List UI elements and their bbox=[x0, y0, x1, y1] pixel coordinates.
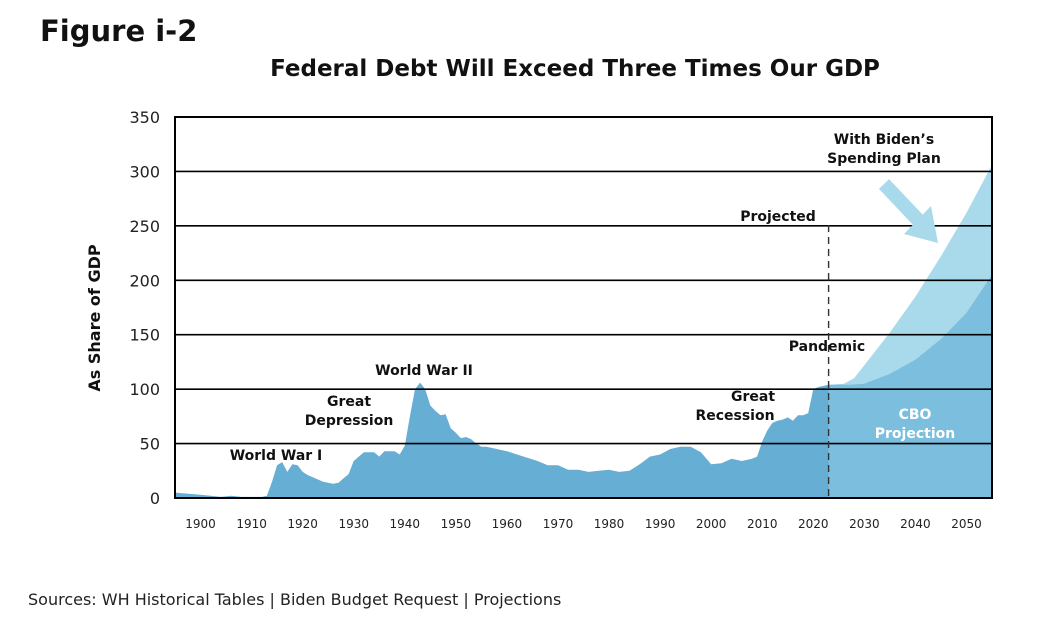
figure-label: Figure i-2 bbox=[40, 14, 198, 48]
annotation-cbo-line2: Projection bbox=[875, 426, 955, 442]
x-tick-1980: 1980 bbox=[594, 517, 625, 531]
annotation-great-recession-line2: Recession bbox=[695, 408, 774, 424]
area-layer bbox=[175, 164, 992, 498]
y-tick-labels: 0 50 100 150 200 250 300 350 bbox=[129, 108, 160, 508]
x-tick-2020: 2020 bbox=[798, 517, 829, 531]
annotation-great-recession-line1: Great bbox=[731, 389, 775, 405]
x-tick-1900: 1900 bbox=[185, 517, 216, 531]
x-tick-1920: 1920 bbox=[287, 517, 318, 531]
annotation-biden-line1: With Biden’s bbox=[834, 132, 934, 148]
y-tick-100: 100 bbox=[129, 380, 160, 399]
x-tick-1990: 1990 bbox=[645, 517, 676, 531]
annotation-projected: Projected bbox=[740, 209, 816, 225]
y-tick-150: 150 bbox=[129, 326, 160, 345]
gridlines bbox=[175, 170, 992, 445]
x-tick-1970: 1970 bbox=[543, 517, 574, 531]
series-historical-area bbox=[175, 382, 829, 498]
annotation-pandemic: Pandemic bbox=[789, 339, 866, 355]
annotation-great-depression-line1: Great bbox=[327, 394, 371, 410]
x-tick-2000: 2000 bbox=[696, 517, 727, 531]
x-tick-1910: 1910 bbox=[236, 517, 267, 531]
y-axis-label: As Share of GDP bbox=[85, 244, 104, 391]
annotation-wwi: World War I bbox=[230, 448, 323, 464]
annotation-wwii: World War II bbox=[375, 363, 473, 379]
y-tick-200: 200 bbox=[129, 271, 160, 290]
annotation-cbo-line1: CBO bbox=[899, 407, 932, 423]
x-tick-1930: 1930 bbox=[338, 517, 369, 531]
y-tick-0: 0 bbox=[150, 489, 160, 508]
plot-frame bbox=[174, 116, 993, 499]
arrow-icon bbox=[878, 179, 938, 243]
x-tick-2030: 2030 bbox=[849, 517, 880, 531]
series-cbo-projection-area bbox=[828, 274, 992, 498]
sources-note: Sources: WH Historical Tables | Biden Bu… bbox=[28, 590, 562, 609]
x-tick-labels: 1900 1910 1920 1930 1940 1950 1960 1970 1980 1990… bbox=[185, 517, 981, 531]
x-tick-2050: 2050 bbox=[951, 517, 982, 531]
annotation-great-depression-line2: Depression bbox=[305, 413, 394, 429]
arrow-shaft bbox=[878, 179, 926, 227]
y-tick-250: 250 bbox=[129, 217, 160, 236]
annotation-biden-line2: Spending Plan bbox=[827, 151, 941, 167]
y-tick-50: 50 bbox=[140, 435, 160, 454]
y-tick-300: 300 bbox=[129, 162, 160, 181]
x-tick-2010: 2010 bbox=[747, 517, 778, 531]
arrow-head bbox=[904, 206, 938, 243]
chart-title: Federal Debt Will Exceed Three Times Our… bbox=[270, 56, 880, 82]
x-tick-2040: 2040 bbox=[900, 517, 931, 531]
x-tick-1960: 1960 bbox=[492, 517, 523, 531]
y-tick-350: 350 bbox=[129, 108, 160, 127]
x-tick-1940: 1940 bbox=[390, 517, 421, 531]
plot-border bbox=[174, 116, 993, 499]
x-tick-1950: 1950 bbox=[441, 517, 472, 531]
